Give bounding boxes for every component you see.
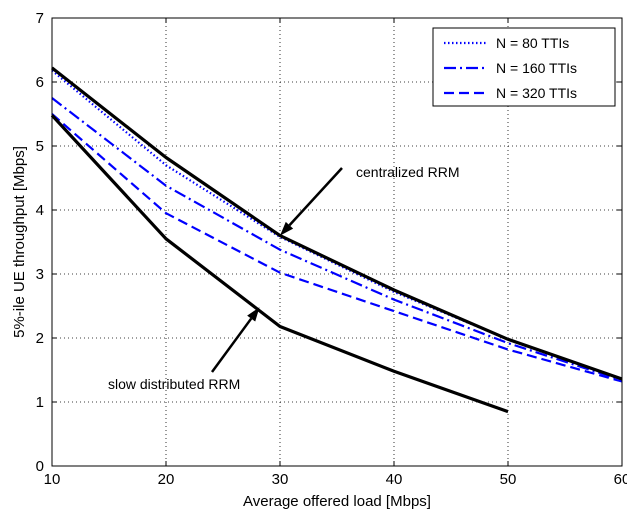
x-tick-label: 50 — [500, 471, 517, 488]
annotations: centralized RRM slow distributed RRM — [108, 164, 459, 392]
legend: N = 80 TTIs N = 160 TTIs N = 320 TTIs — [432, 27, 616, 107]
legend-label-80: N = 80 TTIs — [496, 35, 569, 51]
y-tick-label: 2 — [36, 330, 44, 347]
x-tick-label: 10 — [44, 471, 61, 488]
centralized-rrm-line — [51, 66, 623, 381]
legend-label-320: N = 320 TTIs — [496, 85, 577, 101]
y-tick-label: 3 — [36, 266, 44, 283]
y-tick-label: 7 — [36, 10, 44, 27]
series-group — [50, 66, 623, 414]
centralized-label: centralized RRM — [356, 164, 459, 180]
legend-label-160: N = 160 TTIs — [496, 60, 577, 76]
axis-ticks: 10 20 30 40 50 60 0 1 2 3 4 5 6 7 — [36, 10, 627, 488]
y-tick-label: 5 — [36, 138, 44, 155]
y-tick-label: 0 — [36, 458, 44, 475]
y-tick-label: 4 — [36, 202, 44, 219]
series-n320-line — [51, 113, 623, 383]
y-tick-label: 6 — [36, 74, 44, 91]
y-axis-label: 5%-ile UE throughput [Mbps] — [11, 146, 28, 338]
distributed-arrow — [210, 317, 253, 373]
centralized-arrowhead — [280, 221, 294, 236]
series-n160-line — [51, 97, 623, 382]
x-tick-label: 40 — [386, 471, 403, 488]
plot-frame — [51, 17, 623, 467]
x-tick-label: 30 — [272, 471, 289, 488]
distributed-label: slow distributed RRM — [108, 376, 240, 392]
y-tick-label: 1 — [36, 394, 44, 411]
x-axis-label: Average offered load [Mbps] — [243, 493, 431, 510]
centralized-arrow — [288, 167, 343, 227]
slow-distributed-rrm-line — [50, 114, 509, 414]
distributed-arrowhead — [247, 307, 260, 322]
x-tick-label: 20 — [158, 471, 175, 488]
x-tick-label: 60 — [614, 471, 627, 488]
